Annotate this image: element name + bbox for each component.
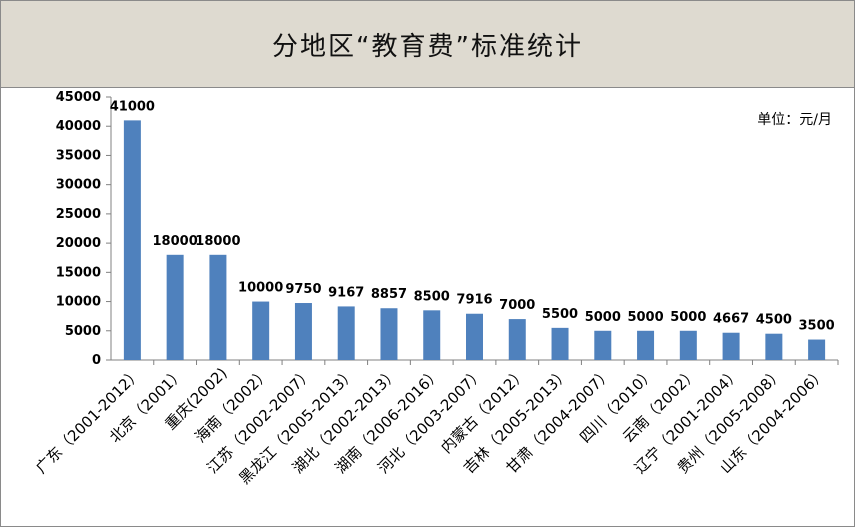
y-tick-label: 25000	[56, 207, 101, 222]
y-tick-label: 15000	[56, 265, 101, 280]
y-tick-label: 10000	[56, 295, 101, 310]
data-label: 9750	[285, 282, 321, 297]
data-label: 4667	[713, 312, 749, 327]
bar	[808, 339, 826, 360]
data-label: 5000	[585, 310, 621, 325]
y-tick-label: 40000	[56, 119, 101, 134]
bar	[679, 330, 697, 360]
bar	[294, 303, 312, 360]
data-label: 4500	[756, 313, 792, 328]
bar	[722, 332, 740, 360]
data-label: 41000	[110, 99, 155, 114]
data-label: 7000	[499, 298, 535, 313]
chart-title: 分地区“教育费”标准统计	[272, 31, 583, 62]
bar	[551, 327, 569, 360]
data-label: 18000	[195, 234, 240, 249]
data-label: 3500	[799, 319, 835, 334]
title-bar: 分地区“教育费”标准统计	[1, 1, 854, 88]
data-label: 8857	[371, 287, 407, 302]
bar	[209, 254, 227, 360]
bar	[123, 120, 141, 360]
data-label: 10000	[238, 281, 283, 296]
y-tick-label: 5000	[65, 324, 101, 339]
bar	[594, 330, 612, 360]
bar	[166, 254, 184, 360]
bar	[337, 306, 355, 360]
bar	[508, 319, 526, 360]
data-label: 18000	[153, 234, 198, 249]
y-tick-label: 30000	[56, 178, 101, 193]
bar	[380, 308, 398, 360]
y-tick-label: 0	[92, 353, 101, 368]
data-label: 5500	[542, 307, 578, 322]
bar	[466, 313, 483, 360]
y-tick-label: 35000	[56, 148, 101, 163]
data-label: 5000	[627, 310, 663, 325]
data-label: 8500	[414, 289, 450, 304]
unit-label: 单位：元/月	[757, 112, 832, 128]
data-label: 9167	[328, 285, 364, 300]
bar	[252, 301, 270, 360]
bar	[423, 310, 441, 360]
y-tick-label: 45000	[56, 90, 101, 105]
bar	[765, 333, 783, 360]
bar	[637, 330, 655, 360]
y-tick-label: 20000	[56, 236, 101, 251]
data-label: 7916	[456, 293, 492, 308]
data-label: 5000	[670, 310, 706, 325]
